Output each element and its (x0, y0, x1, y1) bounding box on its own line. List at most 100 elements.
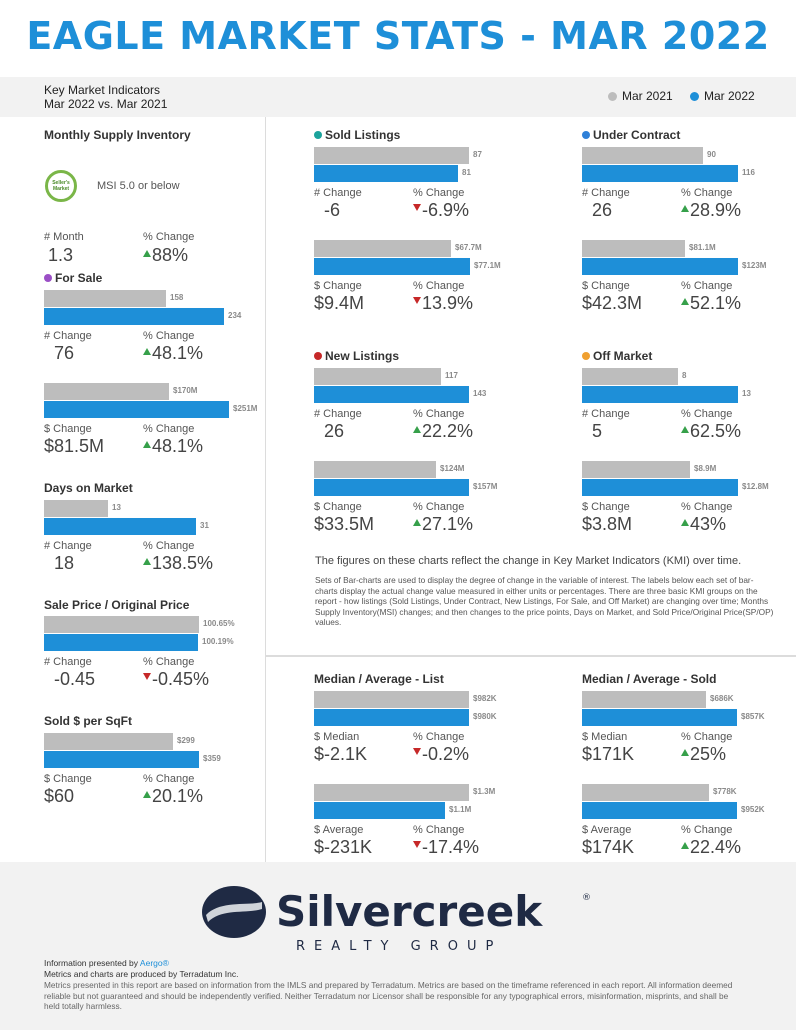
bar-mar-2022 (44, 308, 224, 325)
bar-mar-2021 (582, 461, 690, 478)
stat2-label: % Change (143, 423, 195, 435)
bar-mar-2021 (44, 383, 169, 400)
page-title: EAGLE MARKET STATS - MAR 2022 (26, 14, 770, 58)
bar-mar-2022 (44, 518, 196, 535)
up-arrow-icon (681, 298, 689, 305)
bar-value-label: 117 (445, 371, 458, 380)
bar-value-label: $857K (741, 712, 765, 721)
msi-title: Monthly Supply Inventory (44, 128, 191, 142)
bar-mar-2021 (314, 368, 441, 385)
msi-stat1-value: 1.3 (48, 245, 74, 265)
legend-label-2021: Mar 2021 (622, 89, 673, 103)
stat2-label: % Change (413, 280, 465, 292)
under-contract-title-label: Under Contract (593, 128, 681, 142)
stat1-label: $ Change (44, 423, 92, 435)
bar-value-label: $1.3M (473, 787, 496, 796)
stat2-label: % Change (143, 773, 195, 785)
for-sale-dot-icon (44, 274, 52, 282)
stat1-label: $ Change (314, 501, 362, 513)
msi-stat2-value: 88% (152, 245, 189, 265)
legend-swatch-2022 (690, 91, 699, 101)
bar-mar-2022 (314, 258, 470, 275)
section-divider (266, 655, 796, 657)
stat1-value: $81.5M (44, 436, 105, 456)
bar-value-label: $952K (741, 805, 765, 814)
chart-nl-count: 117 143 # Change % Change 26 22.2% (314, 368, 524, 448)
stat2-value: 52.1% (681, 293, 741, 314)
down-arrow-icon (413, 841, 421, 848)
stat2-value: 25% (681, 744, 726, 765)
stat1-value: $33.5M (314, 514, 375, 534)
stat1-label: # Change (44, 540, 92, 552)
section-title-off-market: Off Market (582, 349, 652, 363)
for-sale-title-label: For Sale (55, 271, 103, 285)
bar-mar-2022 (582, 165, 738, 182)
up-arrow-icon (681, 842, 689, 849)
stat2-value: 27.1% (413, 514, 473, 535)
down-arrow-icon (413, 297, 421, 304)
sold-dot-icon (314, 131, 322, 139)
up-arrow-icon (681, 426, 689, 433)
off-market-title-label: Off Market (593, 349, 653, 363)
bar-mar-2021 (314, 461, 436, 478)
stat1-label: # Change (44, 330, 92, 342)
stat2-label: % Change (413, 824, 465, 836)
up-arrow-icon (143, 558, 151, 565)
bar-mar-2022 (314, 802, 445, 819)
stat1-label: $ Average (582, 824, 632, 836)
chart-per-sqft: $299 $359 $ Change % Change $60 20.1% (44, 733, 254, 813)
bar-mar-2022 (44, 751, 199, 768)
stat1-value: 5 (592, 421, 603, 441)
stat1-value: -0.45 (54, 669, 96, 689)
bar-mar-2021 (582, 368, 678, 385)
sellers-market-badge-icon: Seller's Market (45, 170, 77, 202)
chart-sold-volume: $67.7M $77.1M $ Change % Change $9.4M 13.9% (314, 240, 524, 320)
stat2-label: % Change (681, 408, 733, 420)
up-arrow-icon (681, 519, 689, 526)
stat2-label: % Change (413, 731, 465, 743)
msi-text: MSI 5.0 or below (97, 180, 180, 192)
bar-value-label: 13 (742, 389, 751, 398)
chart-sp-op: 100.65% 100.19% # Change % Change -0.45 -0.45… (44, 616, 254, 696)
stat2-value: 43% (681, 514, 726, 535)
bar-mar-2021 (314, 691, 469, 708)
stat2-value: -17.4% (413, 837, 479, 858)
notes-detail: Sets of Bar-charts are used to display t… (315, 575, 774, 627)
stat1-label: $ Change (44, 773, 92, 785)
bar-value-label: $982K (473, 694, 497, 703)
stat2-value: 138.5% (143, 553, 213, 574)
bar-value-label: 8 (682, 371, 687, 380)
bar-mar-2021 (44, 733, 173, 750)
stat2-label: % Change (413, 501, 465, 513)
bar-mar-2022 (314, 386, 469, 403)
section-title-median-sold: Median / Average - Sold (582, 672, 717, 686)
bar-value-label: $67.7M (455, 243, 482, 252)
section-title-new-listings: New Listings (314, 349, 399, 363)
stat1-label: $ Median (582, 731, 628, 743)
chart-for-sale-volume: $170M $251M $ Change % Change $81.5M 48.1% (44, 383, 257, 463)
bar-mar-2022 (582, 802, 737, 819)
stat1-value: 18 (54, 553, 75, 573)
logo-swoosh-icon (206, 902, 262, 922)
bar-mar-2022 (314, 709, 469, 726)
off-market-dot-icon (582, 352, 590, 360)
stat1-value: $60 (44, 786, 75, 806)
chart-sold-average: $778K $952K $ Average % Change $174K 22.4% (582, 784, 792, 864)
under-contract-dot-icon (582, 131, 590, 139)
stat2-value: 48.1% (143, 436, 203, 457)
bar-mar-2022 (314, 479, 469, 496)
chart-sold-count: 87 81 # Change % Change -6 -6.9% (314, 147, 524, 227)
stat2-value: 13.9% (413, 293, 473, 314)
bar-mar-2021 (582, 691, 706, 708)
stat1-value: 26 (592, 200, 613, 220)
footer-presented-prefix: Information presented by (44, 958, 140, 968)
logo-registered: ® (582, 893, 591, 903)
bar-value-label: $686K (710, 694, 734, 703)
msi-stat1-label: # Month (44, 231, 84, 243)
chart-for-sale-count: 158 234 # Change % Change 76 48.1% (44, 290, 254, 370)
stat2-label: % Change (681, 824, 733, 836)
stat2-value: 28.9% (681, 200, 741, 221)
aergo-link[interactable]: Aergo® (139, 958, 169, 968)
stat1-label: $ Change (582, 501, 630, 513)
footer-disclaimer: Metrics presented in this report are bas… (44, 980, 733, 1011)
